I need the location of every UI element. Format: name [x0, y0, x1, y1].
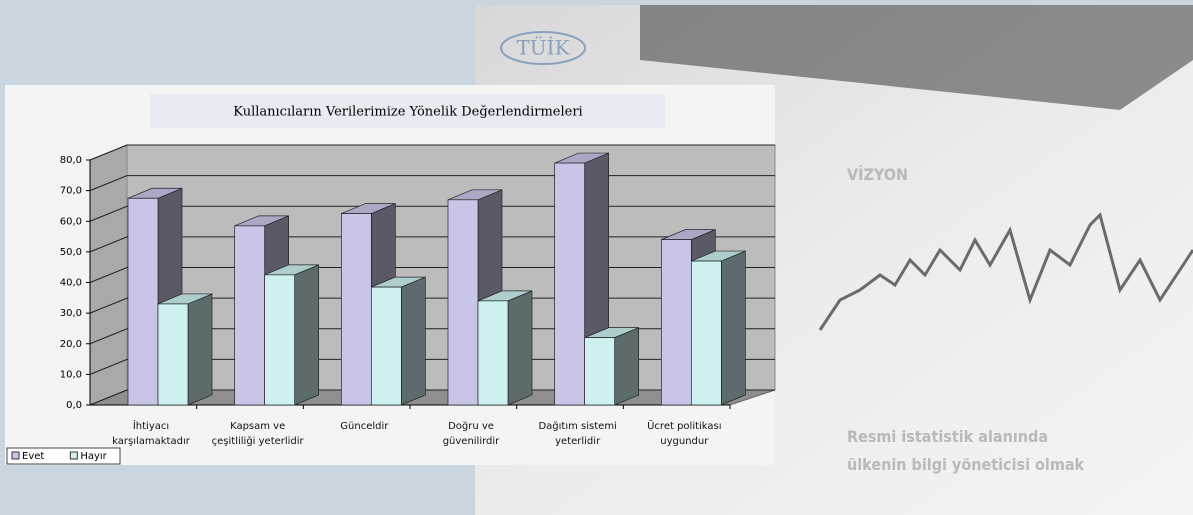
bar-side — [187, 293, 213, 406]
x-tick-label: Ücret politikası uygundur — [647, 421, 722, 447]
heading: VİZYON — [847, 165, 909, 184]
y-tick-label: 60,0 — [60, 216, 82, 227]
y-tick-label: 20,0 — [60, 339, 82, 350]
bar-front — [554, 162, 586, 406]
bar-side — [507, 290, 533, 406]
bar — [477, 290, 533, 406]
bar-front — [477, 300, 509, 406]
bar — [690, 250, 746, 406]
bar-front — [584, 337, 616, 406]
bar-side — [614, 327, 640, 406]
y-tick-label: 50,0 — [60, 247, 82, 258]
photo-print — [640, 5, 1193, 110]
bar-front — [157, 303, 189, 406]
x-tick-label: Günceldir — [340, 421, 389, 432]
x-tick-label: Dağıtım sistemi yeterlidir — [538, 421, 617, 447]
tagline-line: Resmi istatistik alanında — [847, 427, 1049, 446]
tagline-line: ülkenin bilgi yöneticisi olmak — [847, 455, 1085, 474]
y-tick-label: 10,0 — [60, 369, 82, 380]
legend-label: Evet — [22, 451, 44, 462]
bar — [264, 264, 320, 406]
y-tick-label: 0,0 — [66, 400, 82, 411]
bar-front — [234, 225, 266, 406]
chart-title: Kullanıcıların Verilerimize Yönelik Değe… — [233, 105, 582, 120]
legend-box — [6, 447, 121, 465]
bar — [157, 293, 213, 406]
grid-line — [89, 144, 775, 161]
logo-ring — [500, 31, 586, 65]
y-tick-label: 80,0 — [60, 155, 82, 166]
x-tick-label: Kapsam ve çeşitliliği yeterlidir — [211, 421, 304, 447]
bar — [370, 276, 426, 406]
logo: TÜİK — [516, 35, 570, 60]
title-box — [150, 94, 665, 128]
x-tick-label: Doğru ve güvenilirdir — [442, 421, 500, 447]
y-tick-label: 30,0 — [60, 308, 82, 319]
y-tick-label: 40,0 — [60, 278, 82, 289]
bar-side — [400, 276, 426, 406]
x-tick-label: İhtiyacı karşılamaktadır — [112, 421, 190, 447]
legend-label: Hayır — [80, 451, 107, 462]
bar-front — [264, 274, 296, 406]
bar-front — [127, 197, 159, 406]
legend-swatch — [11, 451, 20, 460]
bar-side — [720, 250, 746, 406]
bar-front — [660, 239, 692, 406]
bar-front — [447, 199, 479, 406]
legend-swatch — [69, 451, 78, 460]
photo-line — [818, 212, 1193, 331]
y-tick-label: 70,0 — [60, 186, 82, 197]
bar-side — [294, 264, 320, 406]
bar-front — [690, 260, 722, 406]
bar — [584, 327, 640, 406]
bar-front — [340, 213, 372, 406]
bar-front — [370, 286, 402, 406]
